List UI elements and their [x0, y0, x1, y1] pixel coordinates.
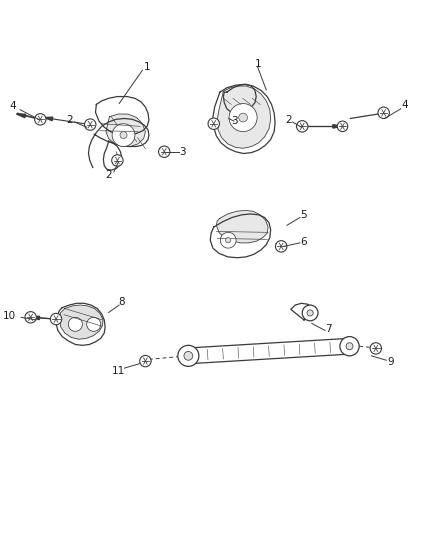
- Text: 5: 5: [300, 210, 307, 220]
- Circle shape: [346, 343, 353, 350]
- Circle shape: [226, 238, 231, 243]
- Polygon shape: [31, 316, 39, 320]
- Circle shape: [178, 345, 199, 366]
- Text: 3: 3: [231, 116, 238, 126]
- Text: 2: 2: [66, 115, 73, 125]
- Text: 9: 9: [387, 357, 394, 367]
- Circle shape: [276, 241, 287, 252]
- Circle shape: [120, 132, 127, 139]
- Circle shape: [35, 114, 46, 125]
- Circle shape: [208, 118, 219, 130]
- Text: 10: 10: [3, 311, 16, 320]
- Polygon shape: [291, 303, 314, 320]
- Polygon shape: [213, 84, 275, 154]
- Polygon shape: [188, 338, 350, 364]
- Circle shape: [140, 356, 151, 367]
- Text: 2: 2: [285, 115, 292, 125]
- Text: 1: 1: [143, 62, 150, 72]
- Polygon shape: [223, 84, 256, 113]
- Polygon shape: [95, 96, 149, 135]
- Text: 8: 8: [118, 297, 125, 308]
- Polygon shape: [60, 305, 103, 339]
- Text: 4: 4: [401, 100, 408, 110]
- Circle shape: [337, 121, 348, 132]
- Circle shape: [229, 103, 257, 132]
- Circle shape: [87, 317, 101, 332]
- Circle shape: [50, 313, 62, 325]
- Text: 6: 6: [300, 237, 307, 247]
- Text: 1: 1: [255, 59, 262, 69]
- Circle shape: [370, 343, 381, 354]
- Circle shape: [220, 232, 236, 248]
- Polygon shape: [56, 303, 105, 345]
- Polygon shape: [210, 214, 271, 258]
- Text: 4: 4: [10, 101, 17, 111]
- Circle shape: [378, 107, 389, 118]
- Text: 11: 11: [112, 366, 125, 376]
- Circle shape: [159, 146, 170, 157]
- Polygon shape: [217, 86, 271, 148]
- Polygon shape: [216, 211, 268, 243]
- Circle shape: [302, 305, 318, 321]
- Circle shape: [112, 155, 123, 166]
- Circle shape: [68, 317, 82, 332]
- Circle shape: [297, 120, 308, 132]
- Text: 3: 3: [179, 147, 186, 157]
- Circle shape: [25, 312, 36, 323]
- Circle shape: [112, 124, 135, 147]
- Circle shape: [340, 336, 359, 356]
- Polygon shape: [106, 114, 145, 147]
- Circle shape: [184, 351, 193, 360]
- Polygon shape: [333, 125, 342, 128]
- Circle shape: [239, 113, 247, 122]
- Text: 7: 7: [325, 324, 332, 334]
- Polygon shape: [103, 141, 122, 170]
- Polygon shape: [44, 117, 53, 120]
- Text: 2: 2: [105, 169, 112, 180]
- Circle shape: [85, 119, 96, 130]
- Polygon shape: [17, 114, 25, 118]
- Circle shape: [307, 310, 313, 316]
